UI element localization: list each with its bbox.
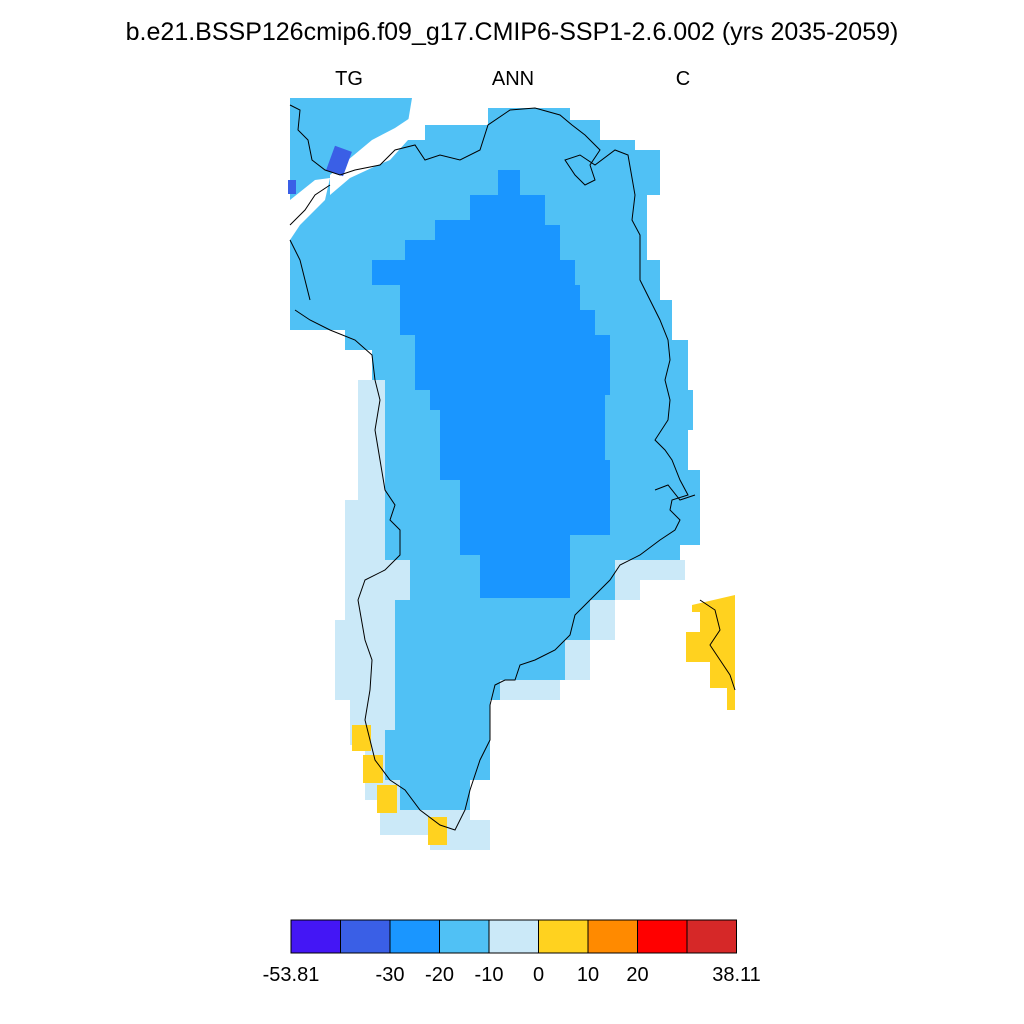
colorbar-label: 10: [577, 964, 599, 986]
colorbar-swatch: [389, 919, 440, 954]
colorbar-label: -10: [475, 964, 504, 986]
colorbar-label: -30: [376, 964, 405, 986]
cell-dark-north-2: [288, 180, 296, 194]
colorbar-label: -53.81: [263, 964, 320, 986]
colorbar-swatch: [538, 919, 589, 954]
band-dark: [372, 170, 610, 598]
positive-cells: [352, 595, 735, 845]
colorbar-swatch: [340, 919, 391, 954]
colorbar-labels: -53.81 -30 -20 -10 0 10 20 38.11: [263, 964, 761, 986]
colorbar-label: 20: [626, 964, 648, 986]
colorbar-label: 38.11: [712, 964, 761, 986]
season-label: ANN: [491, 68, 535, 90]
colorbar-swatch: [686, 919, 737, 954]
coastline: [289, 104, 736, 831]
units-label: C: [675, 68, 691, 90]
gap-north-1: [330, 118, 410, 195]
map-title: b.e21.BSSP126cmip6.f09_g17.CMIP6-SSP1-2.…: [125, 18, 899, 46]
colorbar-swatch: [488, 919, 539, 954]
colorbar-swatches: [290, 919, 737, 954]
colorbar-label: -20: [425, 964, 454, 986]
cell-dark-north: [326, 145, 352, 177]
colorbar-swatch: [290, 919, 341, 954]
gap-north-2: [290, 178, 330, 240]
variable-label: TG: [335, 68, 363, 90]
colorbar-swatch: [637, 919, 688, 954]
colorbar-label: 0: [533, 964, 544, 986]
colorbar-swatch: [439, 919, 490, 954]
colorbar-swatch: [587, 919, 638, 954]
